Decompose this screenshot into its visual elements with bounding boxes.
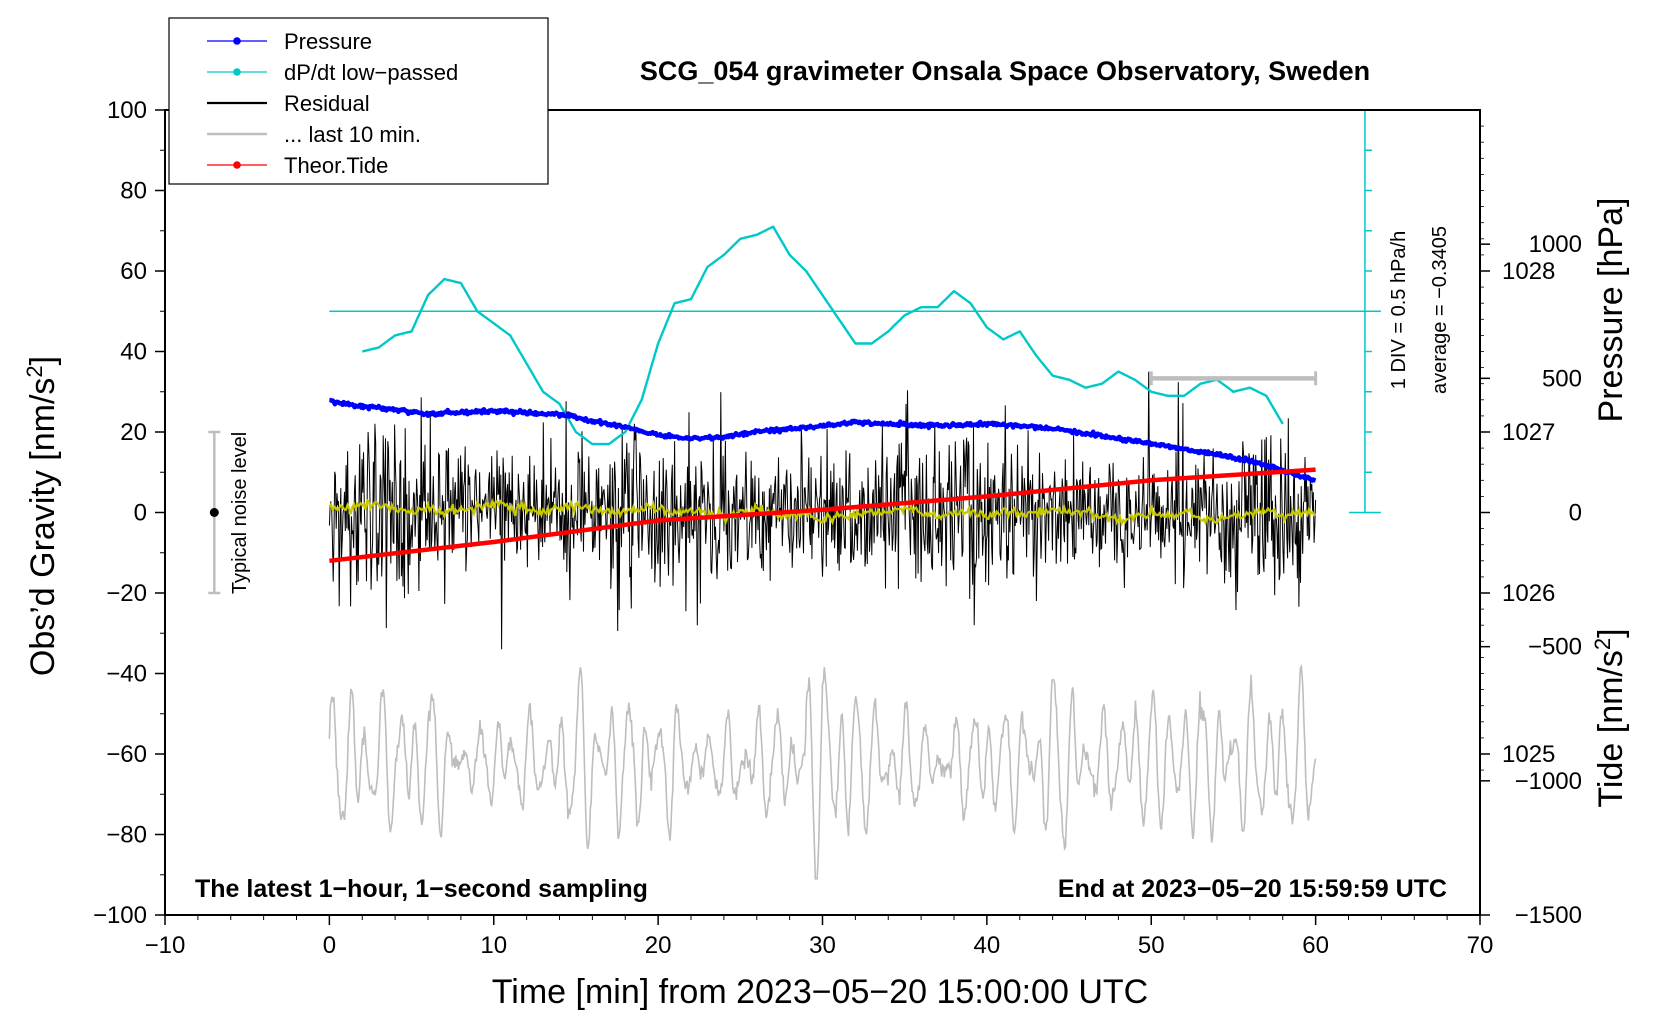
legend-marker bbox=[233, 68, 241, 76]
residual-smoothed-mean bbox=[328, 497, 1317, 528]
y-tick-label: 60 bbox=[120, 258, 147, 285]
legend-label: Theor.Tide bbox=[284, 153, 388, 178]
noise-level-label: Typical noise level bbox=[229, 432, 251, 594]
y-axis-label-left-main: Obs’d Gravity [nm/s bbox=[24, 378, 62, 677]
tide-tick-label: −1000 bbox=[1515, 768, 1582, 795]
tide-axis-label-superscript: 2 bbox=[1590, 638, 1615, 650]
right-note: End at 2023−05−20 15:59:59 UTC bbox=[1058, 875, 1447, 903]
dpdt-trace bbox=[362, 225, 1284, 446]
y-axis-label-left: Obs’d Gravity [nm/s2] bbox=[22, 356, 62, 676]
tide-axis-label: Tide [nm/s2] bbox=[1590, 628, 1630, 807]
theor-tide-trace bbox=[329, 467, 1316, 564]
y-axis-label-left-superscript: 2 bbox=[22, 365, 47, 377]
y-tick-label: 40 bbox=[120, 339, 147, 366]
y-tick-label: −60 bbox=[106, 741, 147, 768]
left-note: The latest 1−hour, 1−second sampling bbox=[195, 875, 648, 903]
legend-label: ... last 10 min. bbox=[284, 122, 421, 147]
tide-tick-label: 500 bbox=[1542, 365, 1582, 392]
legend-label: Pressure bbox=[284, 29, 372, 54]
x-tick-label: 20 bbox=[645, 932, 672, 959]
legend-label: dP/dt low−passed bbox=[284, 60, 458, 85]
y-tick-label: 20 bbox=[120, 419, 147, 446]
tide-tick-label: −1500 bbox=[1515, 902, 1582, 929]
x-tick-label: 50 bbox=[1138, 932, 1165, 959]
legend-marker bbox=[233, 37, 241, 45]
tide-tick-label: −500 bbox=[1528, 634, 1582, 661]
x-tick-label: 0 bbox=[323, 932, 336, 959]
pressure-tick-label: 1026 bbox=[1502, 580, 1555, 607]
y-tick-label: 100 bbox=[107, 97, 147, 124]
legend-items: Pressure dP/dt low−passed Residual ... last… bbox=[207, 29, 458, 178]
pressure-tick-label: 1025 bbox=[1502, 741, 1555, 768]
y-tick-label: −40 bbox=[106, 661, 147, 688]
tide-tick-label: 0 bbox=[1569, 500, 1582, 527]
pressure-tick-label: 1027 bbox=[1502, 419, 1555, 446]
tide-axis-label-end: ] bbox=[1592, 628, 1630, 637]
residual-trace bbox=[328, 371, 1317, 650]
axes-layer: −10 0 10 20 30 40 50 60 70−100−80−60−40−20020406… bbox=[93, 97, 1582, 959]
x-tick-label: 30 bbox=[809, 932, 836, 959]
noise-bar-center bbox=[209, 508, 219, 517]
chart-title: SCG_054 gravimeter Onsala Space Observat… bbox=[640, 56, 1370, 86]
tide-axis-label-main: Tide [nm/s bbox=[1592, 650, 1630, 807]
legend: Pressure dP/dt low−passed Residual ... last… bbox=[168, 17, 549, 185]
legend-label: Residual bbox=[284, 91, 370, 116]
pressure-tick-label: 1028 bbox=[1502, 258, 1555, 285]
pressure-trace bbox=[328, 397, 1317, 483]
dpdt-average-label: average = −0.3405 bbox=[1429, 226, 1451, 394]
tide-tick-label: 1000 bbox=[1529, 231, 1582, 258]
y-tick-label: −100 bbox=[93, 902, 147, 929]
x-tick-label: 60 bbox=[1302, 932, 1329, 959]
x-tick-label: 70 bbox=[1467, 932, 1494, 959]
y-tick-label: 80 bbox=[120, 178, 147, 205]
x-tick-label: 10 bbox=[480, 932, 507, 959]
pressure-axis-label: Pressure [hPa] bbox=[1592, 198, 1630, 423]
dpdt-scale-label: 1 DIV = 0.5 hPa/h bbox=[1388, 231, 1410, 389]
x-tick-label: −10 bbox=[145, 932, 186, 959]
y-axis-label-left-end: ] bbox=[24, 356, 62, 365]
y-tick-label: −80 bbox=[106, 822, 147, 849]
x-axis-label: Time [min] from 2023−05−20 15:00:00 UTC bbox=[492, 973, 1148, 1011]
last-10-min-trace bbox=[328, 663, 1317, 880]
y-tick-label: −20 bbox=[106, 580, 147, 607]
x-tick-label: 40 bbox=[974, 932, 1001, 959]
annotation-layer: SCG_054 gravimeter Onsala Space Observat… bbox=[22, 56, 1630, 1011]
series-layer bbox=[328, 109, 1381, 880]
y-tick-label: 0 bbox=[134, 500, 147, 527]
legend-box bbox=[168, 17, 549, 185]
legend-marker bbox=[233, 161, 241, 169]
